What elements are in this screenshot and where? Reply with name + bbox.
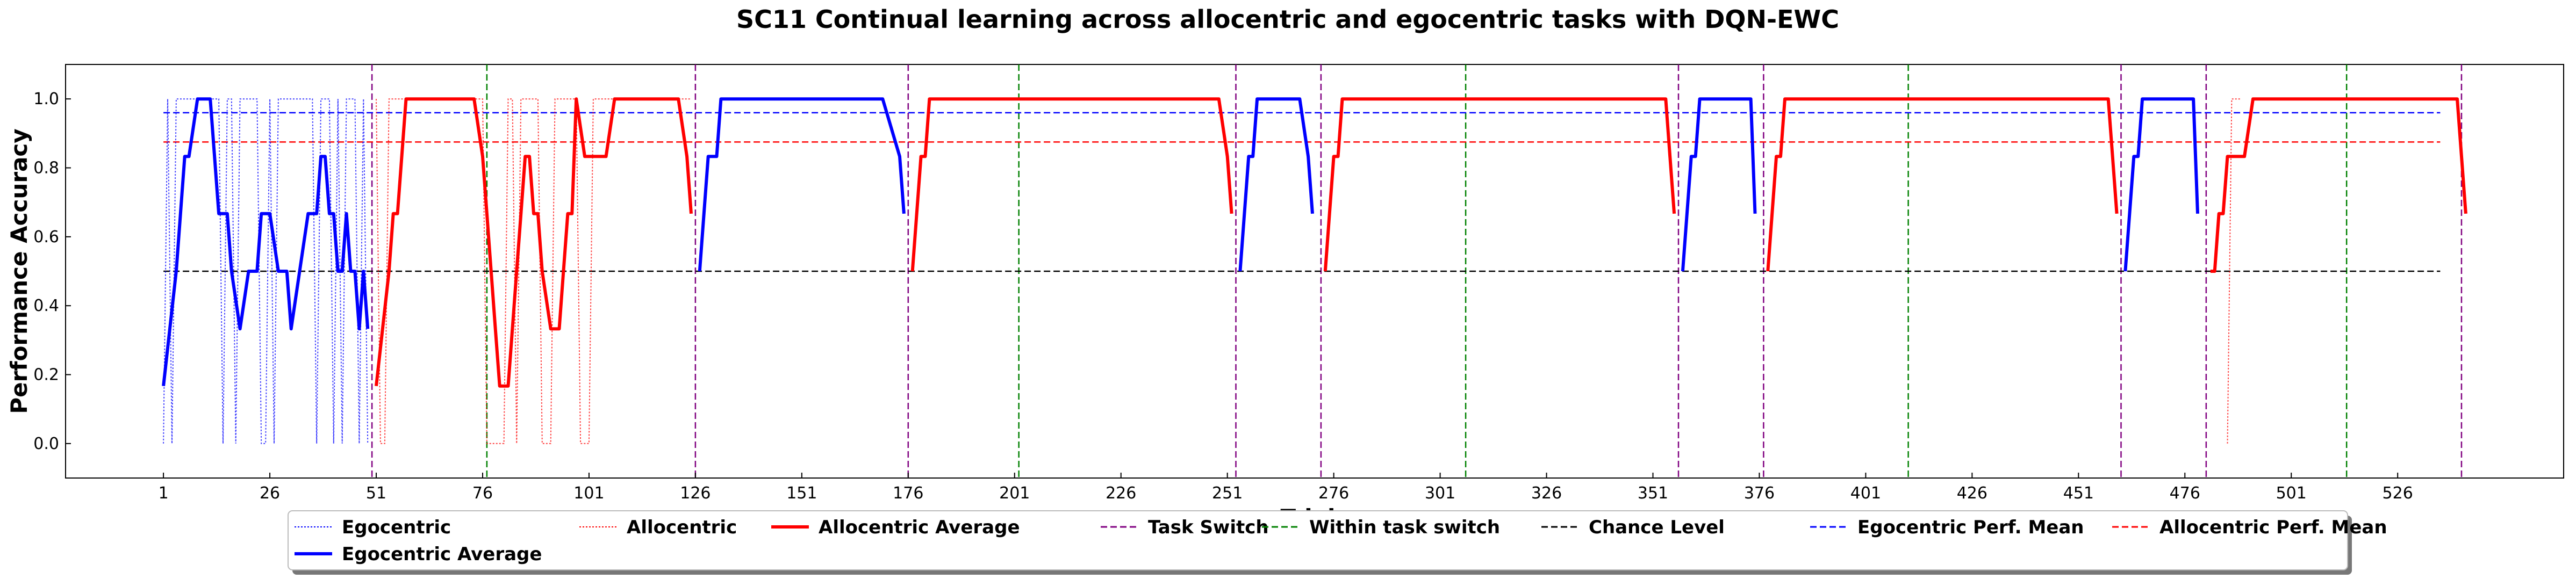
x-tick-label: 451 xyxy=(2063,484,2094,503)
legend-label: Egocentric Perf. Mean xyxy=(1857,517,2084,538)
x-tick-label: 226 xyxy=(1106,484,1136,503)
x-tick-label: 476 xyxy=(2170,484,2200,503)
x-tick-label: 51 xyxy=(366,484,386,503)
legend-item-allocentric: Allocentric xyxy=(579,517,737,538)
x-tick-label: 351 xyxy=(1638,484,1668,503)
legend-label: Allocentric Average xyxy=(819,517,1020,538)
x-tick-label: 76 xyxy=(472,484,493,503)
series-layer xyxy=(162,97,2467,444)
axis-ticks: 1 26 51 76 101 126 151 176 201 226 251 276 301 326 351… xyxy=(33,90,2413,503)
reference-lines xyxy=(163,64,2463,478)
plot-frame xyxy=(65,64,2564,479)
x-tick-label: 26 xyxy=(260,484,280,503)
egocentric-average-series xyxy=(162,97,370,387)
y-tick-label: 0.0 xyxy=(33,435,59,453)
legend-label: Egocentric xyxy=(342,517,451,538)
y-tick-label: 0.6 xyxy=(33,228,59,247)
x-tick-label: 326 xyxy=(1531,484,1562,503)
x-tick-label: 526 xyxy=(2383,484,2413,503)
y-tick-label: 0.8 xyxy=(33,159,59,178)
egocentric-average-series xyxy=(1238,97,1314,272)
x-tick-label: 201 xyxy=(999,484,1030,503)
y-tick-label: 0.2 xyxy=(33,366,59,385)
x-tick-label: 151 xyxy=(786,484,817,503)
legend-item-task-switch: Task Switch xyxy=(1101,517,1269,538)
legend-label: Within task switch xyxy=(1309,517,1500,538)
legend-item-allocentric-perf-mean: Allocentric Perf. Mean xyxy=(2112,517,2387,538)
legend-item-egocentric-average: Egocentric Average xyxy=(295,544,542,565)
chart-title: SC11 Continual learning across allocentr… xyxy=(736,5,1839,34)
legend-item-egocentric: Egocentric xyxy=(295,517,451,538)
legend-label: Allocentric Perf. Mean xyxy=(2159,517,2387,538)
y-tick-label: 1.0 xyxy=(33,90,59,108)
allocentric-average-series xyxy=(1323,97,1676,272)
x-tick-label: 101 xyxy=(573,484,604,503)
x-tick-label: 176 xyxy=(893,484,923,503)
legend-item-allocentric-average: Allocentric Average xyxy=(771,517,1020,538)
y-axis-label: Performance Accuracy xyxy=(6,128,32,414)
allocentric-average-series xyxy=(375,97,693,388)
legend-label: Egocentric Average xyxy=(342,544,542,565)
allocentric-series xyxy=(2227,98,2241,444)
allocentric-average-series xyxy=(1766,97,2119,272)
egocentric-average-series xyxy=(1681,97,1757,272)
legend: Egocentric Allocentric Allocentric Average… xyxy=(288,510,2387,575)
legend-label: Allocentric xyxy=(627,517,737,538)
x-tick-label: 401 xyxy=(1850,484,1881,503)
x-tick-label: 251 xyxy=(1212,484,1243,503)
x-tick-label: 426 xyxy=(1957,484,1987,503)
legend-item-egocentric-perf-mean: Egocentric Perf. Mean xyxy=(1810,517,2084,538)
legend-item-within-task-switch: Within task switch xyxy=(1262,517,1500,538)
x-tick-label: 276 xyxy=(1318,484,1349,503)
egocentric-average-series xyxy=(698,97,906,272)
x-tick-label: 376 xyxy=(1744,484,1775,503)
x-tick-label: 301 xyxy=(1425,484,1455,503)
x-tick-label: 1 xyxy=(159,484,169,503)
allocentric-average-series xyxy=(2210,97,2467,273)
legend-label: Task Switch xyxy=(1148,517,1269,538)
x-tick-label: 126 xyxy=(680,484,711,503)
legend-label: Chance Level xyxy=(1589,517,1725,538)
y-tick-label: 0.4 xyxy=(33,296,59,315)
plot-area: 1 26 51 76 101 126 151 176 201 226 251 276 301 326 351… xyxy=(33,64,2564,503)
allocentric-average-series xyxy=(910,97,1233,272)
legend-item-chance-level: Chance Level xyxy=(1541,517,1725,538)
egocentric-average-series xyxy=(2123,97,2199,272)
x-tick-label: 501 xyxy=(2276,484,2307,503)
